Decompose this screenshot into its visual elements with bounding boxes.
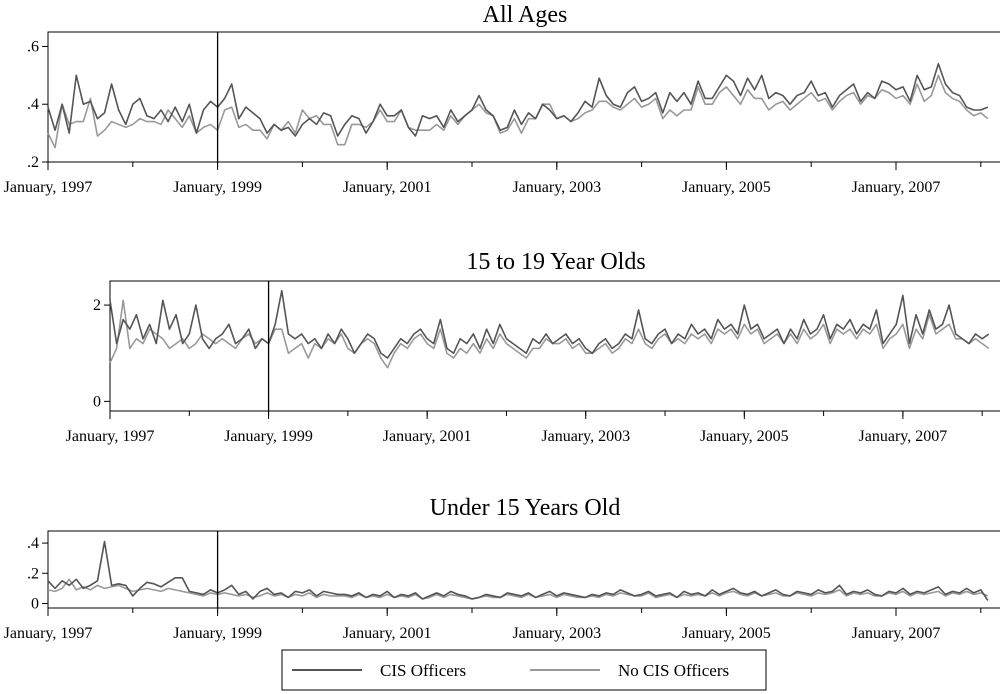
x-tick-label: January, 2007 — [852, 625, 941, 642]
x-tick-label: January, 2001 — [343, 625, 432, 642]
x-tick-label: January, 2001 — [343, 179, 432, 196]
panel-title: All Ages — [483, 2, 568, 28]
y-tick-label: .2 — [27, 154, 39, 171]
panel-under-15-years-old: Under 15 Years Old 0 .2 .4 January, 1997 Janu… — [4, 495, 1000, 642]
x-tick-label: January, 1997 — [66, 428, 155, 445]
plot-frame — [109, 280, 1000, 412]
panel-all-ages: All Ages .2 .4 .6 January, 1997 January, 1999… — [4, 2, 1000, 196]
x-tick-label: January, 2007 — [852, 179, 941, 196]
x-tick-label: January, 2007 — [859, 428, 948, 445]
y-tick-label: .2 — [27, 565, 39, 582]
x-tick-label: January, 1999 — [173, 179, 262, 196]
plot-frame — [47, 530, 1000, 609]
x-tick-label: January, 2001 — [383, 428, 472, 445]
x-tick-label: January, 2005 — [682, 179, 771, 196]
x-tick-label: January, 2005 — [700, 428, 789, 445]
legend-label-cis-officers: CIS Officers — [380, 661, 466, 680]
panels: All Ages .2 .4 .6 January, 1997 January, 1999… — [4, 2, 1000, 642]
x-tick-label: January, 1999 — [224, 428, 313, 445]
legend: CIS Officers No CIS Officers — [281, 649, 767, 691]
y-tick-label: 0 — [31, 595, 39, 612]
x-tick-label: January, 2003 — [512, 625, 601, 642]
x-tick-label: January, 1997 — [4, 179, 93, 196]
series-line-no-cis-officers — [109, 299, 990, 369]
series-line-cis-officers — [47, 540, 989, 601]
panel-15-to-19-year-olds: 15 to 19 Year Olds 0 2 January, 1997 January… — [66, 249, 1000, 445]
series-line-cis-officers — [47, 62, 989, 137]
x-tick-label: January, 2003 — [541, 428, 630, 445]
legend-box — [281, 649, 767, 691]
y-tick-label: .4 — [27, 535, 39, 552]
x-tick-label: January, 1997 — [4, 625, 93, 642]
plot-frame — [47, 31, 1000, 163]
y-tick-label: .4 — [27, 96, 39, 113]
y-tick-label: 0 — [93, 393, 101, 410]
panel-title: Under 15 Years Old — [430, 495, 621, 521]
panel-title: 15 to 19 Year Olds — [466, 249, 645, 275]
series-line-no-cis-officers — [47, 74, 989, 149]
series-line-no-cis-officers — [47, 578, 989, 600]
x-tick-label: January, 2003 — [512, 179, 601, 196]
x-tick-label: January, 1999 — [173, 625, 262, 642]
y-tick-label: 2 — [93, 297, 101, 314]
series-line-cis-officers — [109, 289, 990, 359]
y-tick-label: .6 — [27, 38, 39, 55]
legend-label-no-cis-officers: No CIS Officers — [618, 661, 729, 680]
x-tick-label: January, 2005 — [682, 625, 771, 642]
